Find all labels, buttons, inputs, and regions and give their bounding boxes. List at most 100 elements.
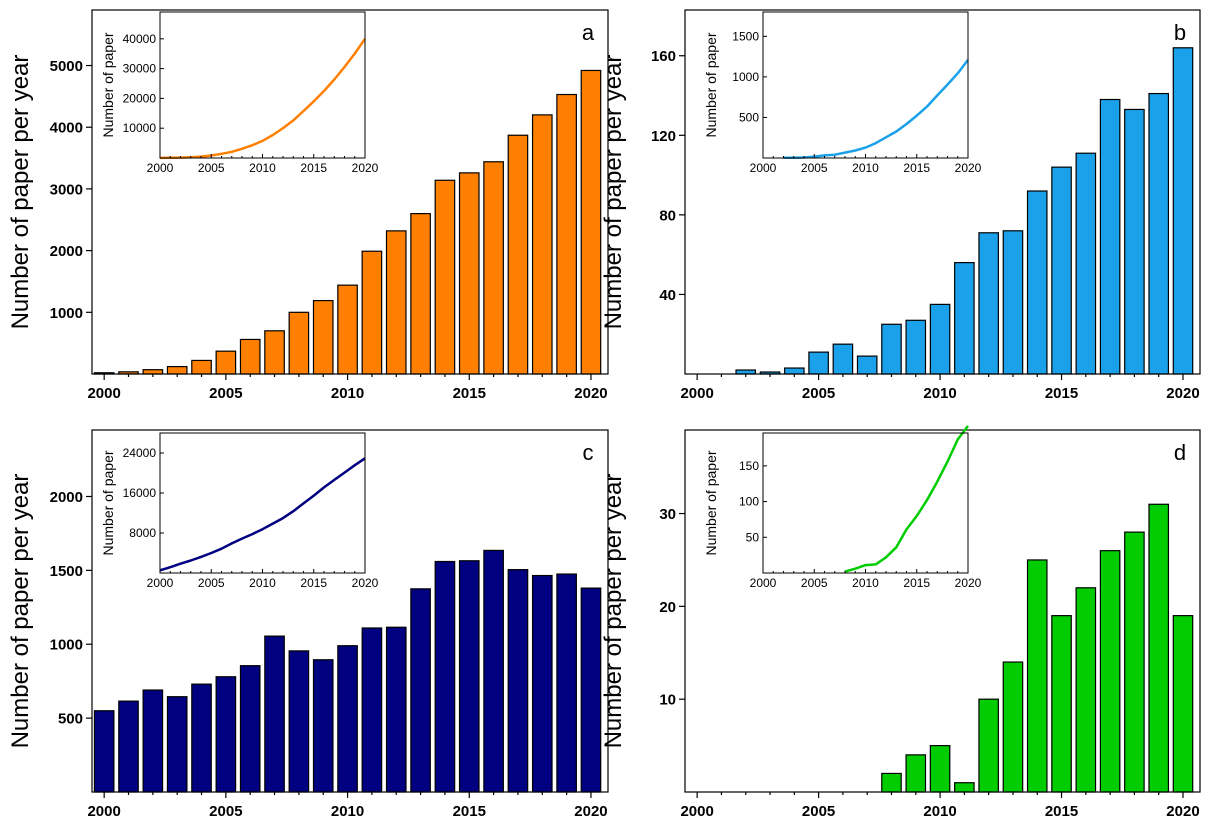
inset-x-tick-label: 2005: [801, 161, 828, 175]
x-tick-label: 2015: [453, 803, 486, 820]
inset-background: [763, 12, 968, 158]
panel-label: b: [1174, 20, 1186, 45]
bar-2010: [337, 284, 358, 375]
inset-background: [160, 433, 365, 573]
inset-y-tick-label: 20000: [123, 91, 157, 105]
bar-2009: [905, 754, 927, 793]
inset-x-tick-label: 2020: [352, 576, 379, 590]
x-tick-label: 2015: [1045, 385, 1078, 402]
x-tick-label: 2005: [209, 385, 242, 402]
y-tick-label: 10: [659, 692, 676, 709]
bar-2007: [856, 355, 878, 375]
bar-2005: [808, 351, 829, 375]
bar-2006: [239, 665, 261, 793]
bar-2020: [1172, 615, 1194, 793]
inset-y-axis-label: Number of paper: [703, 450, 719, 555]
bar-2009: [905, 319, 927, 375]
bar-2012: [978, 698, 999, 793]
inset-y-tick-label: 10000: [123, 121, 157, 135]
x-tick-label: 2010: [331, 803, 364, 820]
y-axis-label: Number of paper per year: [7, 55, 34, 330]
bar-2002: [142, 689, 164, 793]
bar-2018: [531, 574, 553, 793]
y-tick-label: 2000: [50, 243, 83, 260]
x-tick-label: 2015: [453, 385, 486, 402]
bar-2015: [458, 560, 480, 793]
inset-x-tick-label: 2000: [750, 576, 777, 590]
bar-2011: [361, 627, 383, 793]
chart-panel-d: 2000 2005 2010 2015 2020 10 20 30 Number of pape…: [600, 425, 1201, 820]
inset-y-tick-label: 500: [739, 110, 759, 124]
bar-2000: [93, 710, 115, 793]
y-tick-label: 1000: [50, 305, 83, 322]
y-tick-label: 120: [651, 128, 676, 145]
y-tick-label: 80: [659, 207, 676, 224]
x-tick-label: 2020: [1166, 803, 1199, 820]
x-tick-label: 2020: [574, 803, 607, 820]
y-tick-label: 40: [659, 287, 676, 304]
inset-x-tick-label: 2020: [955, 576, 982, 590]
inset-y-tick-label: 30000: [123, 62, 157, 76]
x-tick-label: 2010: [923, 385, 956, 402]
bar-2001: [118, 700, 139, 793]
inset-y-tick-label: 24000: [123, 446, 157, 460]
bar-2020: [1172, 47, 1194, 375]
plot-frame: [91, 429, 609, 793]
inset-x-tick-label: 2000: [147, 576, 174, 590]
y-tick-label: 4000: [50, 120, 83, 137]
bar-2014: [1026, 190, 1048, 375]
chart-panel-b: 2000 2005 2010 2015 2020 40 80 120 160 Number of …: [600, 9, 1201, 402]
inset-chart: 2000 2005 2010 2015 2020 8000 16000 24000 Number…: [100, 432, 379, 590]
inset-x-tick-label: 2010: [249, 576, 276, 590]
inset-x-tick-label: 2010: [852, 161, 879, 175]
inset-y-axis-label: Number of paper: [703, 32, 719, 137]
x-tick-label: 2005: [802, 385, 835, 402]
y-tick-label: 20: [659, 599, 676, 616]
panel-label: a: [582, 20, 595, 45]
inset-x-tick-label: 2015: [903, 576, 930, 590]
bar-2010: [929, 744, 951, 793]
bar-2004: [191, 683, 212, 793]
bar-2002: [142, 369, 164, 375]
bar-2003: [166, 696, 188, 793]
inset-series-line: [844, 425, 969, 573]
bar-2020: [580, 69, 602, 375]
inset-y-tick-label: 50: [746, 530, 760, 544]
y-tick-label: 1500: [50, 563, 83, 580]
inset-x-tick-label: 2015: [300, 576, 327, 590]
bar-2014: [1026, 559, 1048, 793]
y-tick-label: 30: [659, 506, 676, 523]
plot-frame: [91, 9, 609, 375]
y-tick-label: 5000: [50, 58, 83, 75]
bar-2003: [166, 366, 188, 375]
inset-x-tick-label: 2015: [300, 161, 327, 175]
x-tick-label: 2000: [87, 803, 120, 820]
inset-y-tick-label: 150: [739, 459, 759, 473]
inset-x-tick-label: 2010: [852, 576, 879, 590]
bar-2009: [312, 659, 334, 793]
bar-2007: [264, 330, 285, 375]
inset-x-tick-label: 2005: [801, 576, 828, 590]
inset-y-tick-label: 1000: [732, 70, 759, 84]
bar-2017: [507, 569, 529, 793]
x-tick-label: 2005: [209, 803, 242, 820]
inset-background: [763, 433, 968, 573]
inset-x-tick-label: 2020: [955, 161, 982, 175]
bar-2017: [1099, 98, 1121, 375]
inset-chart: 2000 2005 2010 2015 2020 500 1000 1500 Number of…: [703, 11, 982, 175]
bar-2012: [978, 232, 999, 375]
inset-y-axis-label: Number of paper: [100, 450, 116, 555]
bar-2016: [483, 549, 504, 793]
inset-y-axis-label: Number of paper: [100, 32, 116, 137]
x-tick-label: 2005: [802, 803, 835, 820]
bar-2017: [507, 134, 529, 375]
bar-2011: [361, 250, 383, 375]
bar-2013: [1002, 230, 1024, 375]
bar-2008: [288, 650, 310, 793]
inset-y-tick-label: 1500: [732, 29, 759, 43]
y-tick-label: 2000: [50, 489, 83, 506]
bar-2012: [385, 626, 407, 793]
y-tick-label: 3000: [50, 181, 83, 198]
bar-2015: [1051, 615, 1072, 793]
inset-y-tick-label: 8000: [129, 526, 156, 540]
